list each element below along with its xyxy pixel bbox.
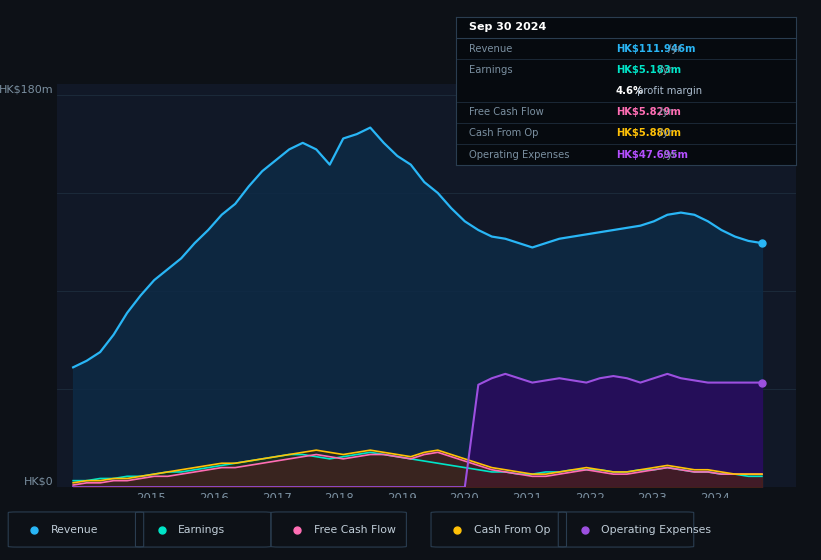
Text: HK$5.829m: HK$5.829m: [616, 107, 681, 117]
Text: Operating Expenses: Operating Expenses: [470, 150, 570, 160]
Text: HK$47.695m: HK$47.695m: [616, 150, 688, 160]
Text: Cash From Op: Cash From Op: [470, 128, 539, 138]
Text: HK$0: HK$0: [24, 477, 54, 487]
Text: HK$180m: HK$180m: [0, 84, 54, 94]
Text: /yr: /yr: [664, 44, 681, 54]
Text: /yr: /yr: [656, 65, 672, 75]
Text: Earnings: Earnings: [470, 65, 513, 75]
Text: Free Cash Flow: Free Cash Flow: [470, 107, 544, 117]
Text: 4.6%: 4.6%: [616, 86, 644, 96]
Text: HK$111.946m: HK$111.946m: [616, 44, 695, 54]
Text: Revenue: Revenue: [470, 44, 512, 54]
Text: /yr: /yr: [656, 107, 672, 117]
Text: Revenue: Revenue: [51, 525, 99, 534]
Text: Sep 30 2024: Sep 30 2024: [470, 22, 547, 32]
Text: HK$5.880m: HK$5.880m: [616, 128, 681, 138]
Text: /yr: /yr: [660, 150, 677, 160]
Text: Cash From Op: Cash From Op: [474, 525, 550, 534]
Text: Earnings: Earnings: [178, 525, 225, 534]
Text: profit margin: profit margin: [634, 86, 702, 96]
Text: HK$5.183m: HK$5.183m: [616, 65, 681, 75]
Text: Free Cash Flow: Free Cash Flow: [314, 525, 396, 534]
Text: Operating Expenses: Operating Expenses: [601, 525, 711, 534]
Text: /yr: /yr: [656, 128, 672, 138]
